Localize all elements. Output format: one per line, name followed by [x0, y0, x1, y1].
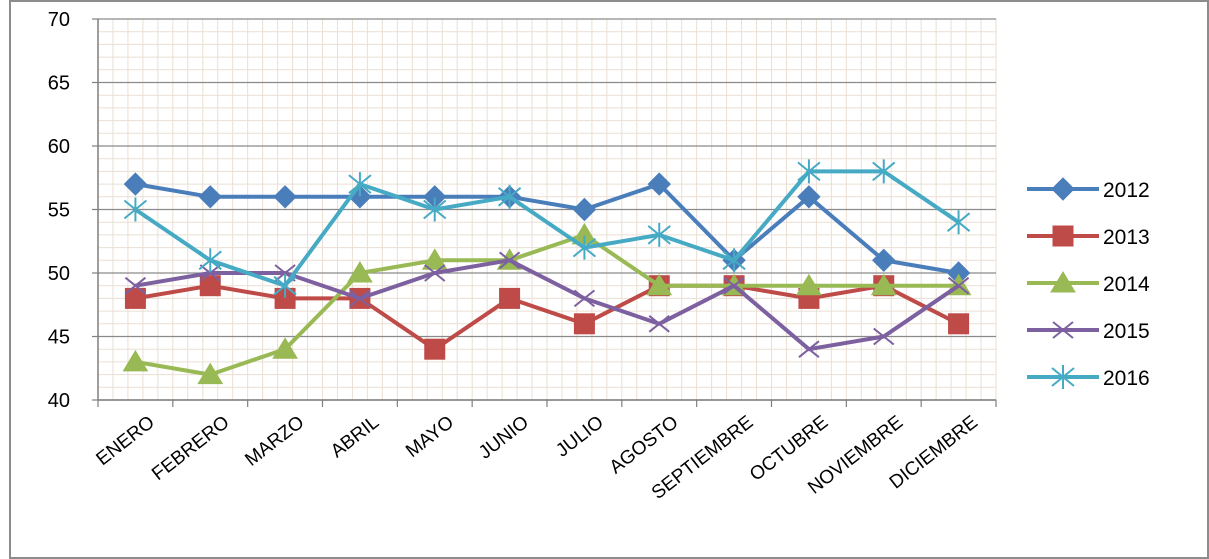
series-2015: [124, 251, 970, 358]
y-tick-label: 50: [48, 263, 70, 285]
data-point: [273, 273, 297, 298]
data-point: [199, 275, 221, 297]
data-point: [796, 273, 822, 296]
data-point: [797, 159, 821, 184]
legend-marker: [1050, 271, 1076, 293]
data-point: [421, 248, 448, 270]
data-point: [647, 222, 671, 247]
data-point: [798, 340, 820, 358]
data-point: [348, 172, 372, 197]
legend-label: 2012: [1103, 179, 1150, 202]
data-point: [872, 159, 896, 184]
y-tick-label: 70: [48, 9, 70, 31]
data-point: [946, 210, 971, 235]
legend-label: 2013: [1103, 226, 1150, 249]
legend-marker: [1051, 177, 1075, 201]
y-tick-label: 55: [48, 200, 70, 222]
data-point: [124, 276, 147, 295]
data-point: [347, 261, 373, 283]
legend-item: 2012: [1027, 177, 1150, 202]
legend-label: 2014: [1103, 273, 1150, 296]
data-point: [424, 338, 446, 360]
data-point: [123, 197, 148, 222]
series-2016: [123, 159, 971, 298]
legend-item: 2013: [1027, 225, 1150, 249]
data-point: [873, 327, 895, 346]
data-point: [424, 264, 446, 282]
data-point: [497, 184, 522, 209]
legend: 2012 2013 2014 2015 2016: [1027, 177, 1150, 390]
series-line: [135, 182, 959, 275]
data-point: [723, 276, 745, 295]
data-point: [198, 248, 222, 273]
data-point: [197, 362, 224, 385]
y-tick-label: 65: [48, 73, 70, 95]
series-2012: [123, 172, 971, 285]
legend-item: 2015: [1027, 320, 1150, 343]
series-line: [135, 283, 960, 352]
data-point: [947, 276, 970, 295]
legend-marker: [1051, 365, 1075, 389]
data-point: [647, 172, 671, 196]
series-line: [134, 169, 960, 288]
data-point: [273, 185, 297, 209]
data-point: [572, 197, 597, 222]
data-point: [123, 172, 148, 196]
data-point: [124, 287, 146, 309]
legend-item: 2016: [1027, 365, 1150, 390]
y-axis-ticks: 40 45 50 55 60 65 70: [48, 9, 98, 412]
data-point: [198, 185, 222, 209]
data-point: [573, 313, 595, 335]
data-point: [573, 289, 596, 308]
data-point: [722, 248, 746, 273]
data-point: [498, 251, 521, 270]
data-point: [572, 235, 597, 260]
data-point: [499, 287, 521, 309]
data-point: [122, 349, 149, 372]
y-tick-label: 45: [48, 327, 70, 349]
series-line: [135, 232, 959, 377]
data-point: [797, 185, 821, 209]
y-tick-label: 40: [48, 390, 70, 412]
data-point: [870, 273, 897, 296]
data-point: [648, 315, 670, 333]
data-point: [872, 248, 896, 273]
legend-item: 2014: [1027, 271, 1150, 296]
legend-marker: [1052, 321, 1074, 339]
data-point: [199, 264, 221, 282]
series-line: [135, 258, 960, 352]
data-point: [948, 313, 970, 335]
data-point: [349, 289, 371, 308]
data-point: [272, 337, 298, 359]
legend-label: 2015: [1103, 320, 1150, 343]
legend-label: 2016: [1103, 367, 1150, 390]
y-tick-label: 60: [48, 136, 70, 158]
data-point: [646, 273, 673, 296]
legend-marker: [1052, 225, 1074, 247]
data-point: [423, 197, 447, 222]
